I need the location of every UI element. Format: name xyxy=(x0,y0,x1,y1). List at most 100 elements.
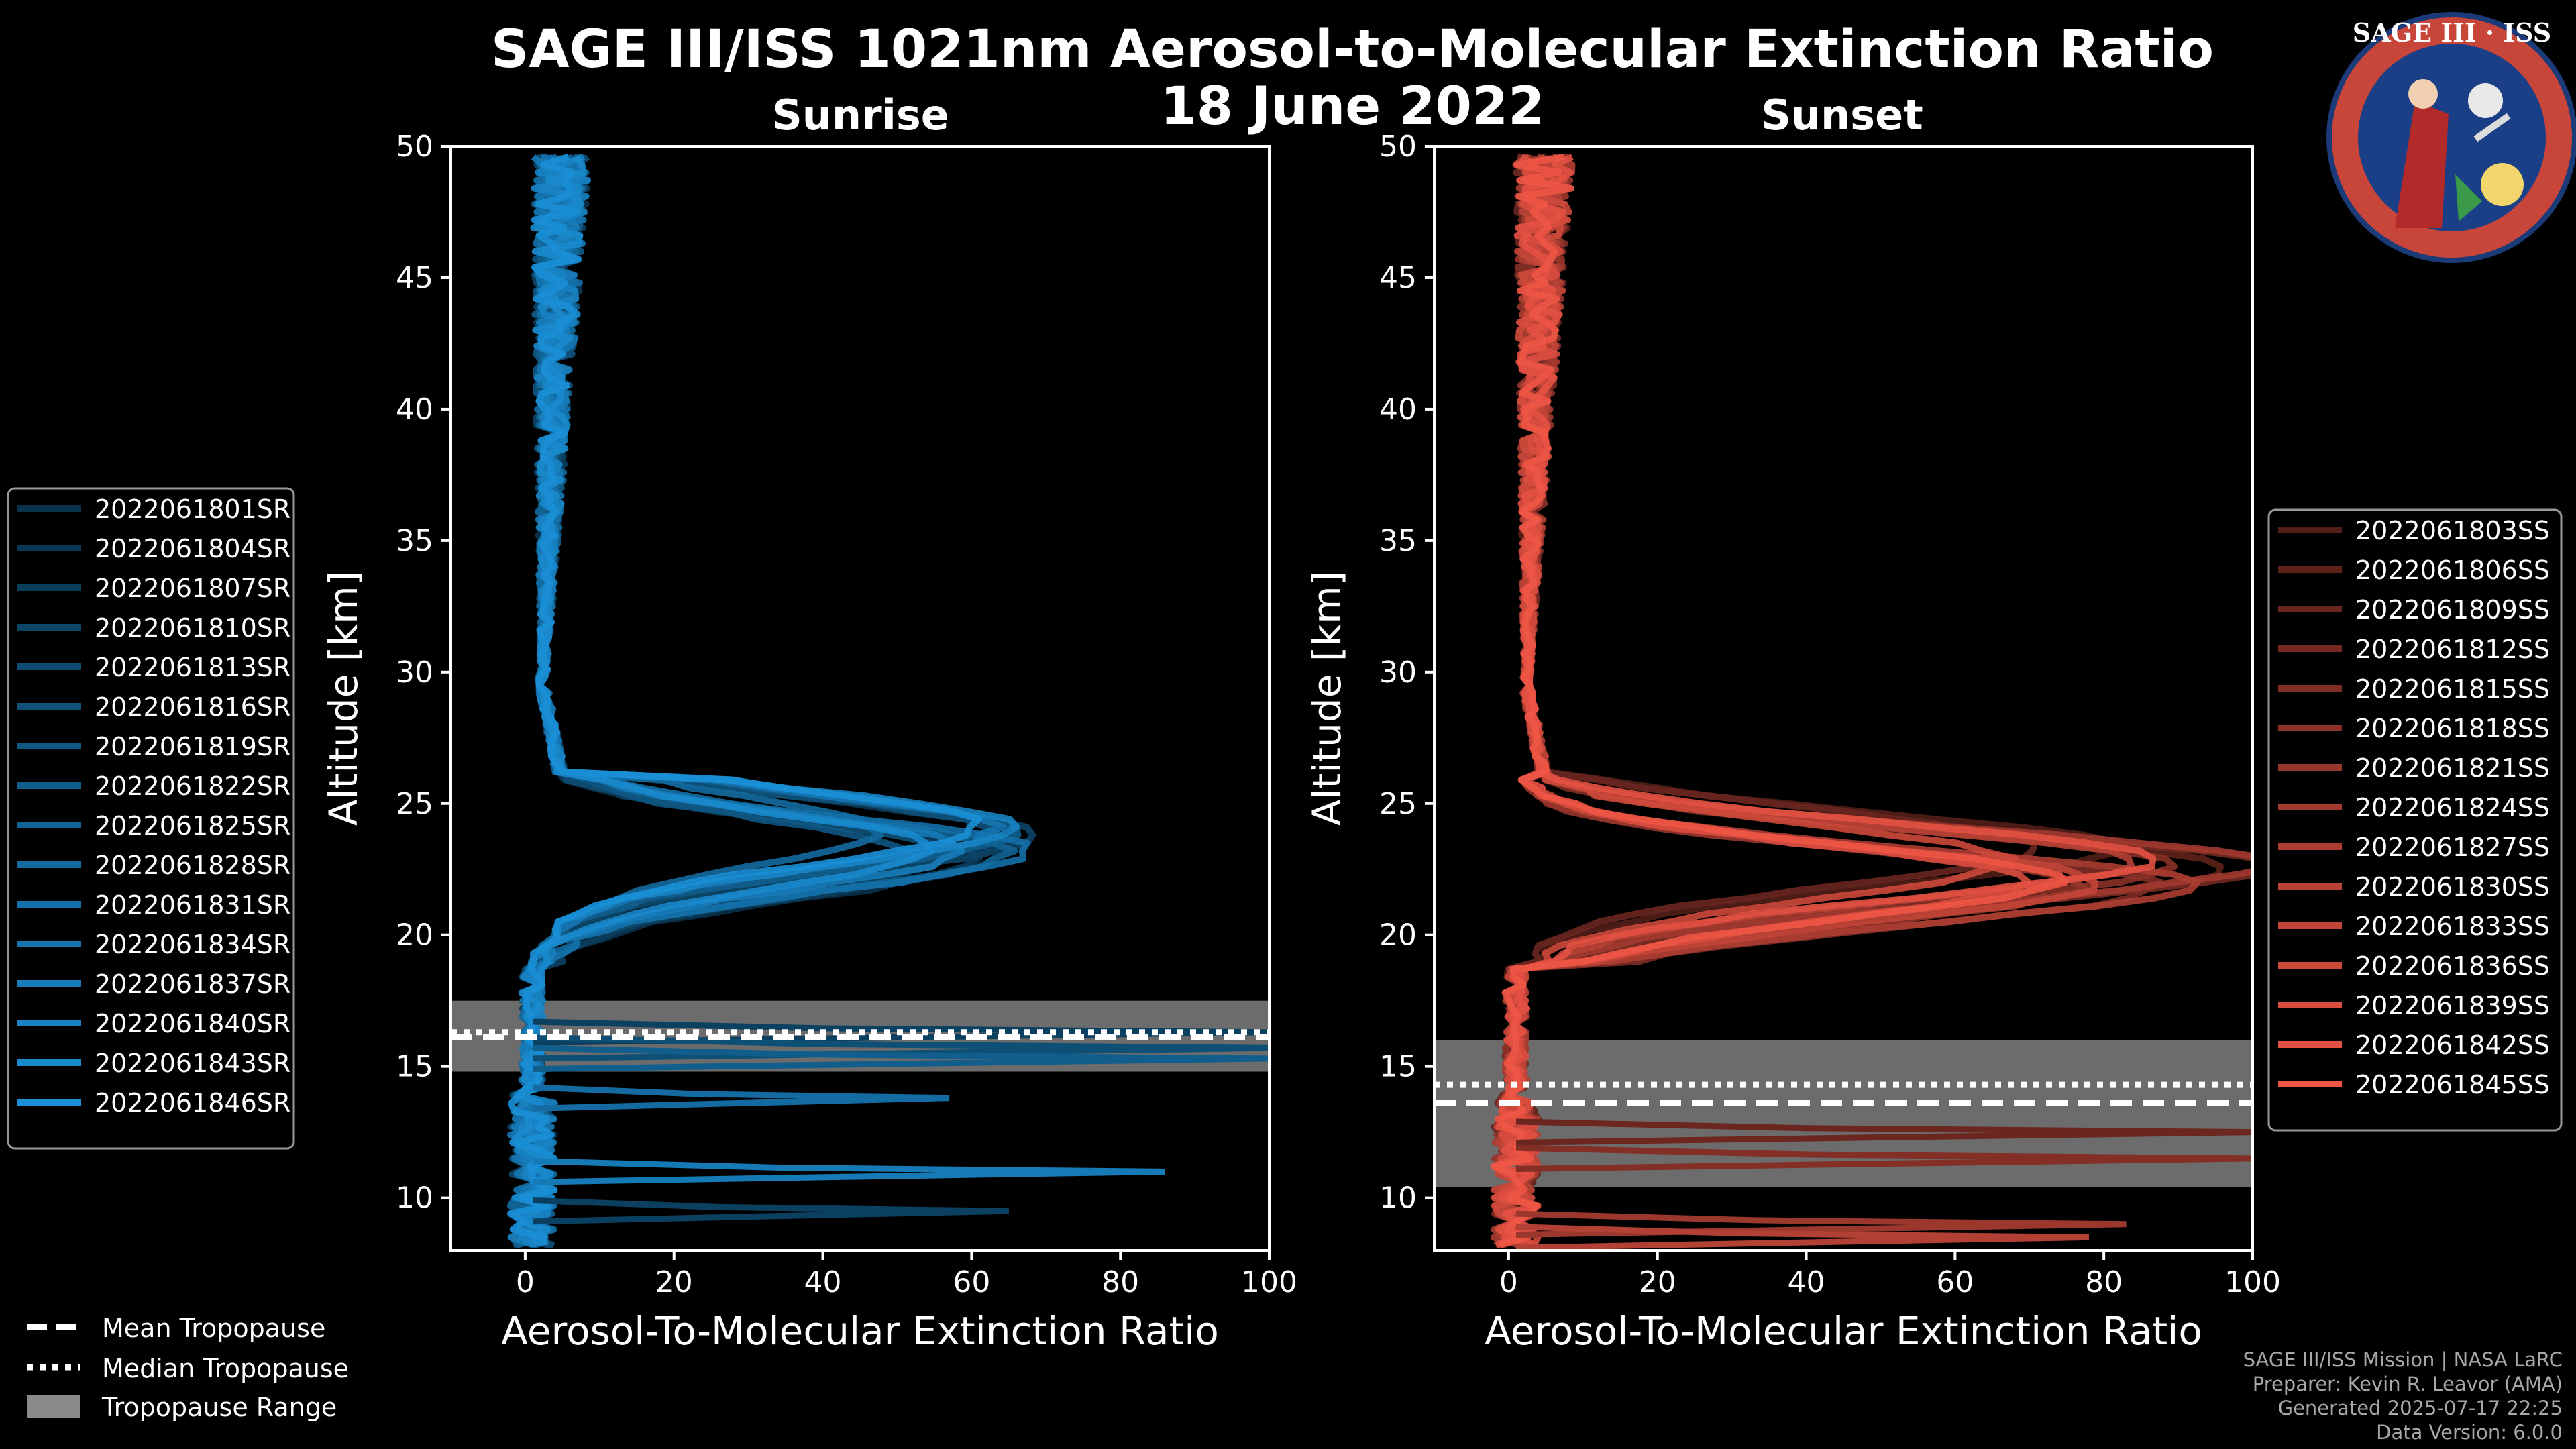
outlier-spike xyxy=(532,1044,1269,1073)
legend-box xyxy=(2267,508,2563,1132)
outlier-spike xyxy=(1515,1224,2090,1250)
x-tick-label: 100 xyxy=(2224,1265,2281,1299)
y-tick-label: 15 xyxy=(1379,1050,1417,1084)
y-axis-label: Altitude [km] xyxy=(1304,571,1350,826)
panel-title-sunset: Sunset xyxy=(1761,91,1923,140)
logo-title: SAGE III · ISS xyxy=(2353,17,2551,48)
y-tick-label: 10 xyxy=(396,1181,433,1216)
y-tick-label: 25 xyxy=(1379,787,1417,821)
legend-item-2022061833SS: 2022061833SS xyxy=(2355,912,2550,941)
footer-version: Data Version: 6.0.0 xyxy=(2376,1421,2563,1444)
y-tick-label: 35 xyxy=(396,524,433,558)
y-tick-label: 40 xyxy=(1379,392,1417,427)
y-tick-label: 20 xyxy=(396,918,433,953)
plot-frame xyxy=(1433,145,2254,1252)
footer: SAGE III/ISS Mission | NASA LaRC Prepare… xyxy=(2243,1348,2563,1444)
legend-item-2022061840SR: 2022061840SR xyxy=(95,1009,290,1038)
legend-item-2022061804SR: 2022061804SR xyxy=(95,534,290,564)
x-tick-label: 0 xyxy=(516,1265,535,1299)
x-tick-label: 80 xyxy=(2085,1265,2123,1299)
outlier-spike xyxy=(532,1158,1165,1185)
mean-tropopause-label: Mean Tropopause xyxy=(102,1313,325,1343)
iss-station-icon xyxy=(2473,113,2511,142)
legend-item-2022061825SR: 2022061825SR xyxy=(95,811,290,841)
legend-item-2022061813SR: 2022061813SR xyxy=(95,653,290,682)
x-tick-label: 20 xyxy=(655,1265,693,1299)
legend-item-2022061837SR: 2022061837SR xyxy=(95,969,290,999)
legend-item-2022061816SR: 2022061816SR xyxy=(95,692,290,722)
earth-land-icon xyxy=(2455,174,2482,221)
legend-item-2022061803SS: 2022061803SS xyxy=(2355,516,2550,545)
x-tick-label: 60 xyxy=(1936,1265,1974,1299)
plot-frame xyxy=(449,145,1271,1252)
legend-item-2022061821SS: 2022061821SS xyxy=(2355,753,2550,783)
legend-item-2022061806SS: 2022061806SS xyxy=(2355,555,2550,585)
legend-item-2022061824SS: 2022061824SS xyxy=(2355,793,2550,822)
y-tick-label: 40 xyxy=(396,392,433,427)
footer-generated: Generated 2025-07-17 22:25 xyxy=(2278,1397,2563,1419)
legend-item-2022061843SR: 2022061843SR xyxy=(95,1049,290,1078)
legend-item-2022061839SS: 2022061839SS xyxy=(2355,991,2550,1020)
legend-item-2022061810SR: 2022061810SR xyxy=(95,613,290,643)
outlier-spike xyxy=(1515,1144,2253,1173)
tropopause-range-swatch xyxy=(27,1395,80,1418)
median-tropopause-label: Median Tropopause xyxy=(102,1354,349,1383)
x-tick-label: 100 xyxy=(1241,1265,1297,1299)
sage-iii-iss-logo: SAGE III · ISS xyxy=(2326,12,2576,263)
legend-item-2022061812SS: 2022061812SS xyxy=(2355,635,2550,664)
legend-item-2022061815SS: 2022061815SS xyxy=(2355,674,2550,704)
legend-item-2022061818SS: 2022061818SS xyxy=(2355,714,2550,743)
legend-item-2022061842SS: 2022061842SS xyxy=(2355,1030,2550,1060)
x-tick-label: 20 xyxy=(1639,1265,1676,1299)
x-axis-label: Aerosol-To-Molecular Extinction Ratio xyxy=(1485,1308,2202,1354)
y-tick-label: 25 xyxy=(396,787,433,821)
y-tick-label: 50 xyxy=(1379,129,1417,164)
x-tick-label: 0 xyxy=(1499,1265,1518,1299)
y-tick-label: 35 xyxy=(1379,524,1417,558)
profile-line-2022061845SS xyxy=(1491,153,2068,1248)
chart-date: 18 June 2022 xyxy=(1161,76,1545,137)
footer-preparer: Preparer: Kevin R. Leavor (AMA) xyxy=(2253,1373,2563,1395)
legend-item-2022061828SR: 2022061828SR xyxy=(95,851,290,880)
y-tick-label: 45 xyxy=(396,261,433,295)
sunrise-panel: 0 20 40 60 80 100 10 15 20 25 30 35 40 45 50 Aerosol-To… xyxy=(321,129,1297,1354)
y-tick-label: 30 xyxy=(396,655,433,690)
panel-title-sunrise: Sunrise xyxy=(772,91,949,140)
tropopause-range-label: Tropopause Range xyxy=(101,1393,337,1422)
sunrise-legend: 2022061801SR 2022061804SR 2022061807SR 2022… xyxy=(7,487,295,1150)
footer-mission: SAGE III/ISS Mission | NASA LaRC xyxy=(2243,1348,2563,1371)
astronomer-figure-icon xyxy=(2395,101,2449,228)
outlier-spike xyxy=(532,1084,950,1112)
legend-item-2022061831SR: 2022061831SR xyxy=(95,890,290,920)
y-tick-label: 50 xyxy=(396,129,433,164)
sunset-panel: 0 20 40 60 80 100 10 15 20 25 30 35 40 45 50 Aerosol-To… xyxy=(1304,129,2281,1354)
tropopause-legend: Mean Tropopause Median Tropopause Tropop… xyxy=(27,1313,349,1422)
legend-item-2022061834SR: 2022061834SR xyxy=(95,930,290,959)
sunset-legend: 2022061803SS 2022061806SS 2022061809SS 2022… xyxy=(2267,508,2563,1132)
legend-item-2022061807SR: 2022061807SR xyxy=(95,574,290,603)
legend-item-2022061809SS: 2022061809SS xyxy=(2355,595,2550,625)
legend-item-2022061830SS: 2022061830SS xyxy=(2355,872,2550,902)
legend-item-2022061827SS: 2022061827SS xyxy=(2355,833,2550,862)
y-tick-label: 45 xyxy=(1379,261,1417,295)
y-tick-label: 10 xyxy=(1379,1181,1417,1216)
legend-item-2022061845SS: 2022061845SS xyxy=(2355,1070,2550,1099)
legend-item-2022061822SR: 2022061822SR xyxy=(95,771,290,801)
y-tick-label: 30 xyxy=(1379,655,1417,690)
profile-line-2022061846SR xyxy=(507,153,982,1246)
y-axis-label: Altitude [km] xyxy=(321,571,366,826)
x-tick-label: 40 xyxy=(1788,1265,1825,1299)
y-tick-label: 20 xyxy=(1379,918,1417,953)
y-tick-label: 15 xyxy=(396,1050,433,1084)
outlier-spike xyxy=(532,1197,1009,1225)
sun-icon xyxy=(2481,163,2524,206)
x-axis-label: Aerosol-To-Molecular Extinction Ratio xyxy=(501,1308,1219,1354)
legend-item-2022061846SR: 2022061846SR xyxy=(95,1088,290,1118)
legend-item-2022061836SS: 2022061836SS xyxy=(2355,951,2550,981)
x-tick-label: 80 xyxy=(1102,1265,1139,1299)
legend-item-2022061819SR: 2022061819SR xyxy=(95,732,290,761)
legend-item-2022061801SR: 2022061801SR xyxy=(95,494,290,524)
chart-title: SAGE III/ISS 1021nm Aerosol-to-Molecular… xyxy=(491,19,2214,80)
x-tick-label: 60 xyxy=(953,1265,990,1299)
